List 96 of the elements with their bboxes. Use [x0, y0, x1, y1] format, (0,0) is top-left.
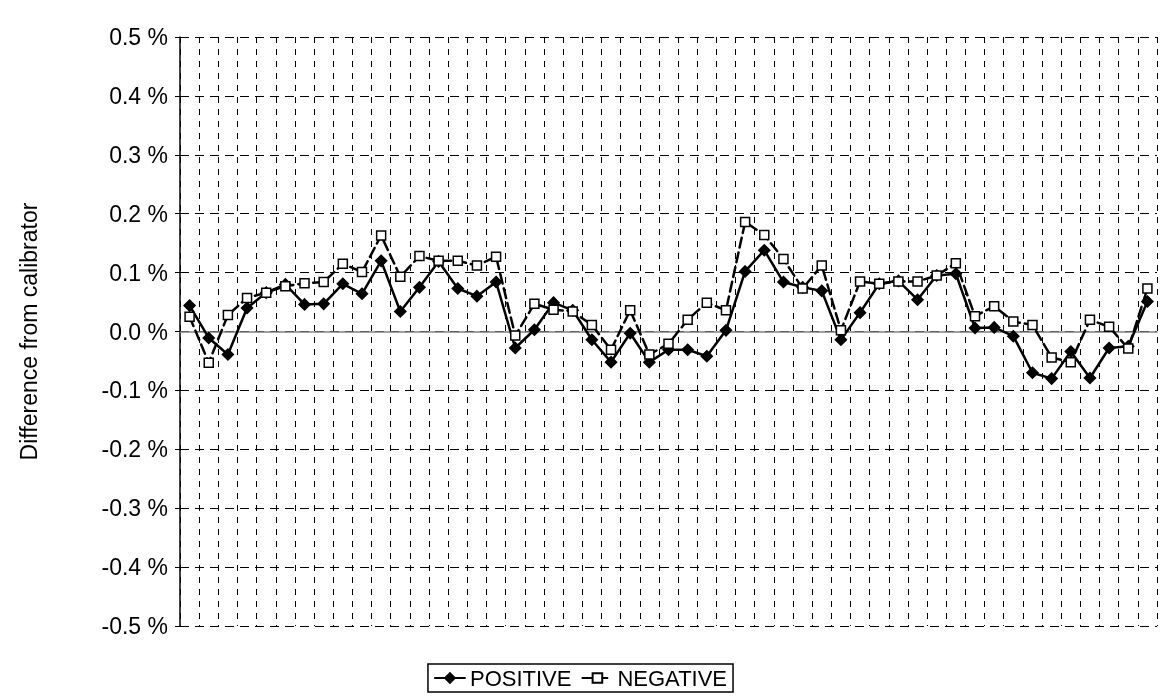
point [682, 314, 693, 325]
point [815, 284, 828, 298]
point [299, 277, 310, 289]
point [1103, 321, 1115, 333]
point [835, 325, 847, 336]
point [471, 260, 483, 271]
point [586, 319, 598, 331]
point [1027, 319, 1038, 331]
point [834, 333, 848, 346]
point [203, 357, 214, 368]
point [1008, 316, 1019, 327]
point [681, 343, 694, 357]
point [184, 311, 195, 323]
point [988, 300, 1000, 312]
point [853, 306, 867, 319]
point [374, 254, 388, 268]
point [413, 281, 426, 294]
point [719, 324, 733, 337]
y-tick-label: 0.1 % [109, 259, 168, 286]
point [969, 310, 981, 322]
point [222, 309, 234, 321]
point [624, 305, 636, 316]
point [470, 289, 484, 303]
point [1102, 341, 1116, 355]
point [623, 327, 637, 340]
point [395, 271, 406, 282]
point [1141, 295, 1154, 308]
point [739, 216, 751, 228]
point [414, 250, 425, 262]
point [663, 338, 674, 350]
point [1026, 366, 1039, 379]
y-tick-label: -0.2 % [101, 436, 168, 463]
y-tick-label: -0.5 % [101, 613, 168, 639]
y-axis-title: Difference from calibrator [15, 202, 42, 461]
point [720, 305, 732, 316]
point [1065, 356, 1077, 368]
point [509, 341, 522, 355]
point [585, 333, 599, 346]
point [529, 298, 540, 310]
point [1083, 371, 1097, 385]
point [241, 292, 253, 304]
point [394, 305, 407, 318]
point [298, 298, 311, 311]
y-tick-label: 0.0 % [109, 318, 168, 345]
point [510, 330, 521, 341]
point [605, 344, 617, 356]
point [816, 260, 827, 271]
point [1142, 283, 1153, 294]
point [317, 297, 330, 311]
y-tick-label: -0.3 % [101, 495, 168, 522]
point [356, 266, 368, 278]
legend-label: NEGATIVE [617, 665, 728, 691]
point [202, 331, 215, 345]
y-tick-label: 0.3 % [109, 141, 168, 168]
point [778, 253, 789, 265]
point [758, 243, 771, 257]
point [1007, 329, 1020, 343]
point [950, 257, 962, 269]
point [968, 321, 982, 335]
point [854, 276, 866, 287]
point [1084, 314, 1096, 325]
point [221, 348, 235, 361]
point [759, 229, 770, 241]
point [700, 349, 714, 363]
point [701, 297, 713, 308]
point [1123, 343, 1134, 354]
legend-label: POSITIVE [469, 665, 572, 691]
point [337, 258, 349, 270]
point [240, 301, 254, 315]
point [183, 299, 196, 312]
point [490, 251, 502, 262]
point [336, 277, 350, 291]
y-tick-label: -0.1 % [101, 377, 168, 404]
point [911, 293, 924, 306]
point [1046, 352, 1057, 363]
point [355, 287, 369, 301]
point [489, 275, 503, 289]
point [912, 276, 923, 287]
y-tick-label: 0.5 % [109, 24, 168, 50]
point [318, 276, 329, 288]
y-tick-label: -0.4 % [101, 554, 168, 581]
point [1064, 345, 1078, 358]
point [375, 230, 387, 241]
point [987, 321, 1001, 334]
point [604, 355, 618, 369]
point [452, 255, 464, 267]
point [949, 267, 963, 281]
point [777, 275, 790, 289]
point [738, 265, 752, 278]
y-tick-label: 0.4 % [109, 82, 168, 109]
point [451, 282, 465, 295]
point [528, 323, 541, 336]
point [1045, 372, 1058, 385]
point [548, 304, 559, 315]
y-tick-label: 0.2 % [109, 200, 168, 227]
point [644, 349, 655, 360]
